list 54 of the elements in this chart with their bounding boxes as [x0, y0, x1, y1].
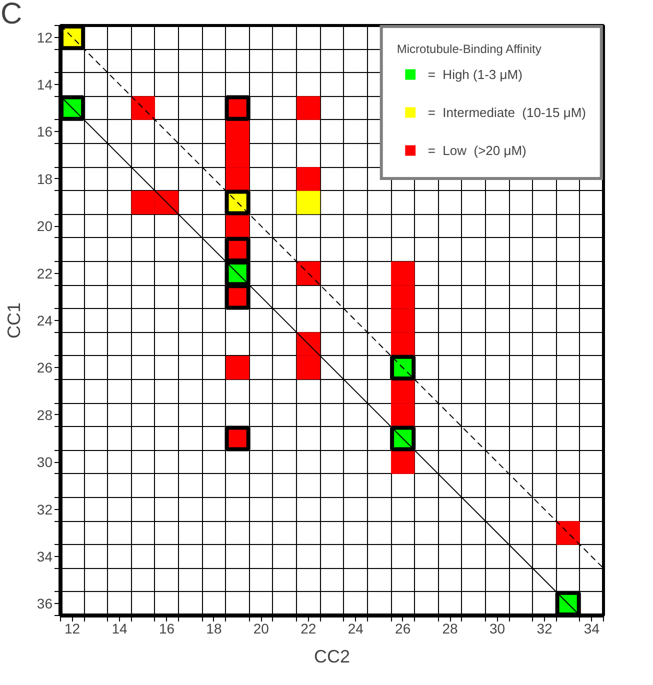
y-tick-label: 24	[36, 312, 53, 328]
x-tick-label: 24	[348, 620, 364, 636]
y-tick-label: 12	[36, 29, 53, 46]
point	[391, 308, 415, 332]
y-tick-label: 30	[36, 454, 53, 470]
y-tick-label: 22	[36, 265, 53, 282]
point	[131, 190, 155, 214]
y-tick-label: 20	[36, 218, 53, 234]
point	[556, 521, 580, 545]
legend-label: = Intermediate (10-15 μM)	[428, 104, 586, 120]
point	[391, 450, 415, 474]
point	[391, 332, 415, 356]
x-tick-label: 34	[584, 620, 600, 636]
x-tick-label: 32	[536, 620, 552, 636]
point	[296, 96, 320, 120]
point	[226, 144, 250, 168]
chart-title: C	[0, 0, 22, 30]
point	[391, 403, 415, 427]
y-tick-label: 32	[36, 501, 53, 518]
x-tick-label: 12	[64, 620, 80, 636]
y-tick-label: 36	[36, 596, 53, 612]
y-tick-label: 26	[36, 360, 53, 376]
point	[391, 380, 415, 404]
point	[296, 167, 320, 191]
point	[154, 190, 179, 214]
legend-title: Microtubule-Binding Affinity	[396, 42, 542, 56]
y-tick-label: 18	[36, 170, 53, 187]
point	[131, 96, 155, 120]
x-tick-label: 18	[206, 620, 222, 636]
legend-label: = High (1-3 μM)	[428, 66, 522, 82]
x-tick-label: 16	[158, 620, 175, 636]
point	[296, 332, 320, 356]
x-axis-title: CC2	[314, 646, 350, 666]
point	[296, 356, 320, 380]
y-tick-label: 16	[36, 124, 53, 140]
x-tick-label: 28	[442, 620, 458, 636]
x-tick-label: 14	[112, 620, 128, 636]
x-tick-label: 20	[253, 620, 270, 636]
point	[296, 262, 320, 286]
point	[226, 167, 250, 191]
y-axis-title: CC1	[4, 302, 24, 339]
legend-label: = Low (>20 μM)	[428, 142, 526, 158]
y-tick-label: 34	[36, 548, 53, 564]
point	[226, 120, 250, 144]
x-tick-label: 22	[300, 620, 316, 636]
y-tick-label: 28	[36, 406, 53, 423]
x-tick-label: 30	[489, 620, 506, 636]
x-tick-label: 26	[395, 620, 411, 636]
point	[296, 190, 320, 214]
point	[226, 214, 250, 238]
point	[391, 262, 415, 286]
y-tick-label: 14	[36, 76, 53, 92]
point	[391, 285, 415, 309]
point	[226, 356, 250, 380]
